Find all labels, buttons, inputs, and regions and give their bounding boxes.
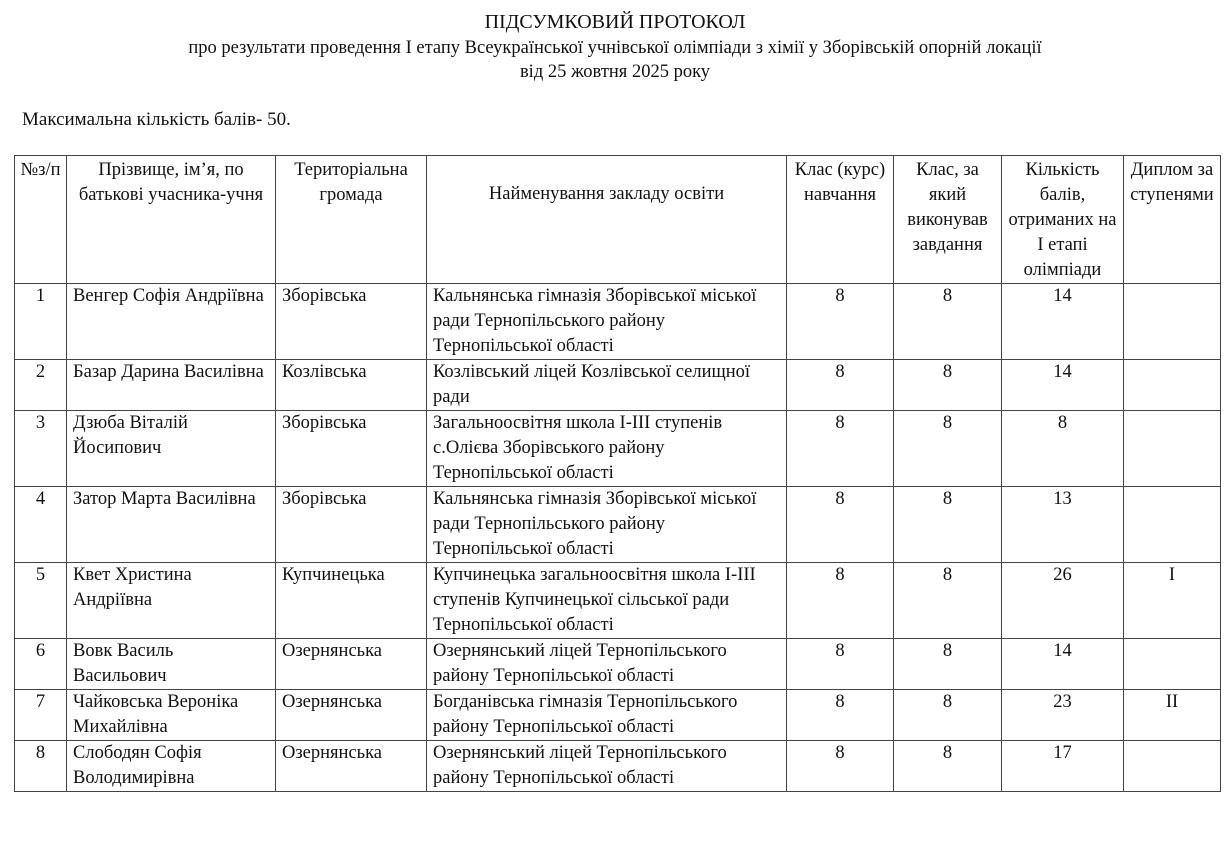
grade: 8 <box>786 562 894 639</box>
task-grade: 8 <box>893 638 1002 690</box>
participant-name: Чайковська Вероніка Михайлівна <box>66 689 276 741</box>
score: 14 <box>1001 638 1124 690</box>
task-grade: 8 <box>893 562 1002 639</box>
school-name: Богданівська гімназія Тернопільського ра… <box>426 689 787 741</box>
grade: 8 <box>786 410 894 487</box>
task-grade: 8 <box>893 283 1002 360</box>
row-number: 1 <box>14 283 67 360</box>
community: Озернянська <box>275 638 427 690</box>
row-number: 7 <box>14 689 67 741</box>
diploma <box>1123 486 1221 563</box>
participant-name: Вовк Василь Васильович <box>66 638 276 690</box>
community: Козлівська <box>275 359 427 411</box>
community: Купчинецька <box>275 562 427 639</box>
table-row: 5 Квет Христина Андріївна Купчинецька Купчи… <box>14 562 1221 639</box>
row-number: 5 <box>14 562 67 639</box>
score: 13 <box>1001 486 1124 563</box>
school-name: Купчинецька загальноосвітня школа І-ІІІ … <box>426 562 787 639</box>
column-header: Найменування закладу освіти <box>426 155 787 284</box>
score: 26 <box>1001 562 1124 639</box>
grade: 8 <box>786 740 894 792</box>
participant-name: Базар Дарина Василівна <box>66 359 276 411</box>
school-name: Озернянський ліцей Тернопільського район… <box>426 740 787 792</box>
column-header: Територіальна громада <box>275 155 427 284</box>
diploma <box>1123 740 1221 792</box>
community: Зборівська <box>275 283 427 360</box>
score: 17 <box>1001 740 1124 792</box>
community: Зборівська <box>275 410 427 487</box>
row-number: 2 <box>14 359 67 411</box>
community: Озернянська <box>275 689 427 741</box>
column-header: Клас, за який виконував завдання <box>893 155 1002 284</box>
diploma: І <box>1123 562 1221 639</box>
task-grade: 8 <box>893 486 1002 563</box>
participant-name: Венгер Софія Андріївна <box>66 283 276 360</box>
grade: 8 <box>786 638 894 690</box>
diploma <box>1123 283 1221 360</box>
table-row: 4 Затор Марта Василівна Зборівська Кальнянс… <box>14 486 1221 563</box>
table-row: 6 Вовк Василь Васильович Озернянська Озерня… <box>14 638 1221 690</box>
document-title: ПІДСУМКОВИЙ ПРОТОКОЛ <box>484 11 746 33</box>
document-subtitle: про результати проведення І етапу Всеукр… <box>188 38 1042 58</box>
score: 14 <box>1001 359 1124 411</box>
school-name: Загальноосвітня школа І-ІІІ ступенів с.О… <box>426 410 787 487</box>
score: 23 <box>1001 689 1124 741</box>
school-name: Озернянський ліцей Тернопільського район… <box>426 638 787 690</box>
grade: 8 <box>786 689 894 741</box>
diploma: ІІ <box>1123 689 1221 741</box>
participant-name: Затор Марта Василівна <box>66 486 276 563</box>
participant-name: Квет Христина Андріївна <box>66 562 276 639</box>
table-row: 2 Базар Дарина Василівна Козлівська Козлівс… <box>14 359 1221 411</box>
participant-name: Слободян Софія Володимирівна <box>66 740 276 792</box>
school-name: Козлівський ліцей Козлівської селищної р… <box>426 359 787 411</box>
school-name: Кальнянська гімназія Зборівської міської… <box>426 486 787 563</box>
row-number: 6 <box>14 638 67 690</box>
grade: 8 <box>786 283 894 360</box>
table-header-row: №з/п Прізвище, ім’я, по батькові учасник… <box>14 155 1221 284</box>
max-points-note: Максимальна кількість балів- 50. <box>22 109 291 130</box>
table-row: 1 Венгер Софія Андріївна Зборівська Кальнян… <box>14 283 1221 360</box>
row-number: 8 <box>14 740 67 792</box>
diploma <box>1123 359 1221 411</box>
grade: 8 <box>786 359 894 411</box>
task-grade: 8 <box>893 359 1002 411</box>
table-row: 7 Чайковська Вероніка Михайлівна Озернянсь… <box>14 689 1221 741</box>
participant-name: Дзюба Віталій Йосипович <box>66 410 276 487</box>
column-header: Клас (курс) навчання <box>786 155 894 284</box>
column-header: Кількість балів, отриманих на І етапі ол… <box>1001 155 1124 284</box>
community: Озернянська <box>275 740 427 792</box>
community: Зборівська <box>275 486 427 563</box>
grade: 8 <box>786 486 894 563</box>
table-row: 3 Дзюба Віталій Йосипович Зборівська Загаль… <box>14 410 1221 487</box>
score: 8 <box>1001 410 1124 487</box>
column-header: Диплом за ступенями <box>1123 155 1221 284</box>
score: 14 <box>1001 283 1124 360</box>
task-grade: 8 <box>893 740 1002 792</box>
school-name: Кальнянська гімназія Зборівської міської… <box>426 283 787 360</box>
row-number: 3 <box>14 410 67 487</box>
document-date: від 25 жовтня 2025 року <box>519 62 711 82</box>
table-row: 8 Слободян Софія Володимирівна Озернянська… <box>14 740 1221 792</box>
diploma <box>1123 638 1221 690</box>
row-number: 4 <box>14 486 67 563</box>
diploma <box>1123 410 1221 487</box>
task-grade: 8 <box>893 689 1002 741</box>
column-header: Прізвище, ім’я, по батькові учасника-учн… <box>66 155 276 284</box>
results-table: №з/п Прізвище, ім’я, по батькові учасник… <box>14 155 1221 792</box>
column-header: №з/п <box>14 155 67 284</box>
task-grade: 8 <box>893 410 1002 487</box>
